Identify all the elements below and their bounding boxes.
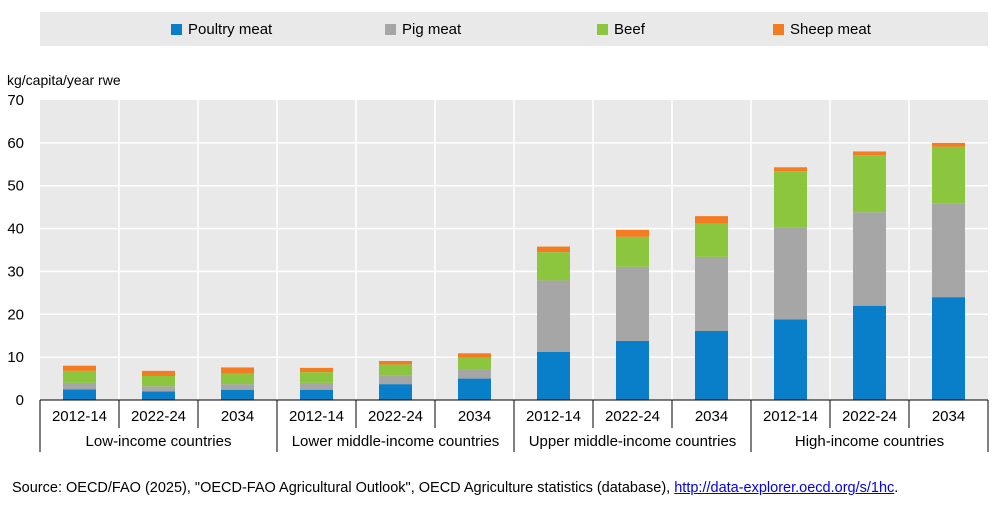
bar-segment-poultry-meat [616,340,649,400]
legend-label-pig-meat: Pig meat [402,20,462,38]
legend-item-beef: Beef [597,20,645,38]
legend-label-poultry-meat: Poultry meat [188,20,273,38]
group-label: High-income countries [795,433,944,450]
bar-segment-sheep-meat [616,229,649,237]
y-tick-label: 40 [7,221,24,238]
x-tick-label: 2012-14 [763,408,818,425]
y-tick-label: 10 [7,349,24,366]
legend-swatch-beef [597,23,608,35]
bar-segment-pig-meat [221,384,254,390]
y-tick-label: 20 [7,306,24,323]
bar-segment-pig-meat [458,369,491,379]
bar-segment-sheep-meat [221,367,254,374]
y-tick-label: 70 [7,92,24,109]
bar-segment-poultry-meat [458,378,491,400]
x-tick-label: 2034 [458,408,491,425]
bar-segment-pig-meat [853,212,886,306]
legend-swatch-pig-meat [385,23,396,35]
group-label: Lower middle-income countries [292,433,500,450]
bar-segment-poultry-meat [774,319,807,400]
bar-segment-beef [774,171,807,228]
bar-segment-sheep-meat [458,353,491,358]
legend-item-pig-meat: Pig meat [385,20,461,38]
bar-segment-poultry-meat [142,391,175,400]
bar-segment-sheep-meat [853,151,886,156]
bars [63,142,965,400]
bar-segment-pig-meat [616,266,649,341]
bar-segment-beef [616,236,649,267]
x-tick-label: 2034 [932,408,965,425]
bar-segment-sheep-meat [379,361,412,365]
bar-segment-poultry-meat [695,331,728,400]
bar-segment-pig-meat [695,256,728,331]
bar-segment-poultry-meat [932,297,965,400]
y-axis-ticks: 0 10 20 30 40 50 60 70 [7,92,24,409]
bar-segment-beef [853,155,886,213]
bar-segment-pig-meat [932,203,965,298]
bar-segment-sheep-meat [142,370,175,376]
bar-segment-beef [932,146,965,204]
bar-segment-beef [458,357,491,370]
chart-legend: Poultry meat Pig meat Beef Sheep meat [40,12,988,46]
group-label: Upper middle-income countries [529,433,737,450]
source-end: . [894,480,899,496]
source-link[interactable]: http://data-explorer.oecd.org/s/1hc [674,480,895,496]
y-tick-label: 0 [16,392,24,409]
legend-item-sheep-meat: Sheep meat [773,20,871,38]
legend-label-sheep-meat: Sheep meat [790,20,871,38]
bar-segment-poultry-meat [853,305,886,400]
y-tick-label: 30 [7,263,24,280]
x-axis: 2012-14 2022-24 2034 2012-14 2022-24 2034 2012… [39,399,989,452]
bar-segment-pig-meat [774,227,807,320]
x-tick-label: 2022-24 [131,408,186,425]
legend-item-poultry-meat: Poultry meat [171,20,272,38]
y-axis-label: kg/capita/year rwe [7,72,121,88]
bar-segment-sheep-meat [932,142,965,147]
gridlines [40,100,988,400]
group-label: Low-income countries [86,433,232,450]
x-tick-label: 2034 [695,408,728,425]
bar-segment-sheep-meat [63,365,96,371]
bar-segment-beef [695,223,728,257]
bar-segment-pig-meat [379,375,412,385]
bar-segment-beef [142,376,175,387]
x-tick-label: 2034 [221,408,254,425]
legend-swatch-poultry-meat [171,23,182,35]
bar-segment-pig-meat [300,382,333,390]
bar-segment-poultry-meat [221,389,254,400]
bar-segment-beef [537,252,570,281]
bar-segment-pig-meat [142,386,175,392]
bar-segment-poultry-meat [63,389,96,400]
legend-label-beef: Beef [614,20,645,38]
source-note: Source: OECD/FAO (2025), "OECD-FAO Agric… [12,480,898,496]
bar-segment-poultry-meat [379,384,412,400]
x-tick-label: 2022-24 [605,408,660,425]
bar-segment-pig-meat [537,280,570,352]
y-tick-label: 50 [7,178,24,195]
bar-segment-beef [300,372,333,383]
bar-segment-sheep-meat [695,216,728,224]
bar-segment-beef [63,370,96,383]
bar-segment-sheep-meat [774,167,807,172]
source-text: Source: OECD/FAO (2025), "OECD-FAO Agric… [12,480,675,496]
bar-segment-beef [379,364,412,376]
x-tick-label: 2012-14 [52,408,107,425]
x-tick-label: 2012-14 [526,408,581,425]
legend-swatch-sheep-meat [773,23,784,35]
bar-segment-pig-meat [63,382,96,390]
x-tick-label: 2022-24 [368,408,423,425]
x-tick-label: 2012-14 [289,408,344,425]
bar-segment-poultry-meat [300,389,333,400]
y-tick-label: 60 [7,135,24,152]
bar-segment-sheep-meat [300,367,333,373]
bar-segment-sheep-meat [537,246,570,253]
x-tick-label: 2022-24 [842,408,897,425]
bar-segment-beef [221,373,254,385]
bar-segment-poultry-meat [537,352,570,400]
